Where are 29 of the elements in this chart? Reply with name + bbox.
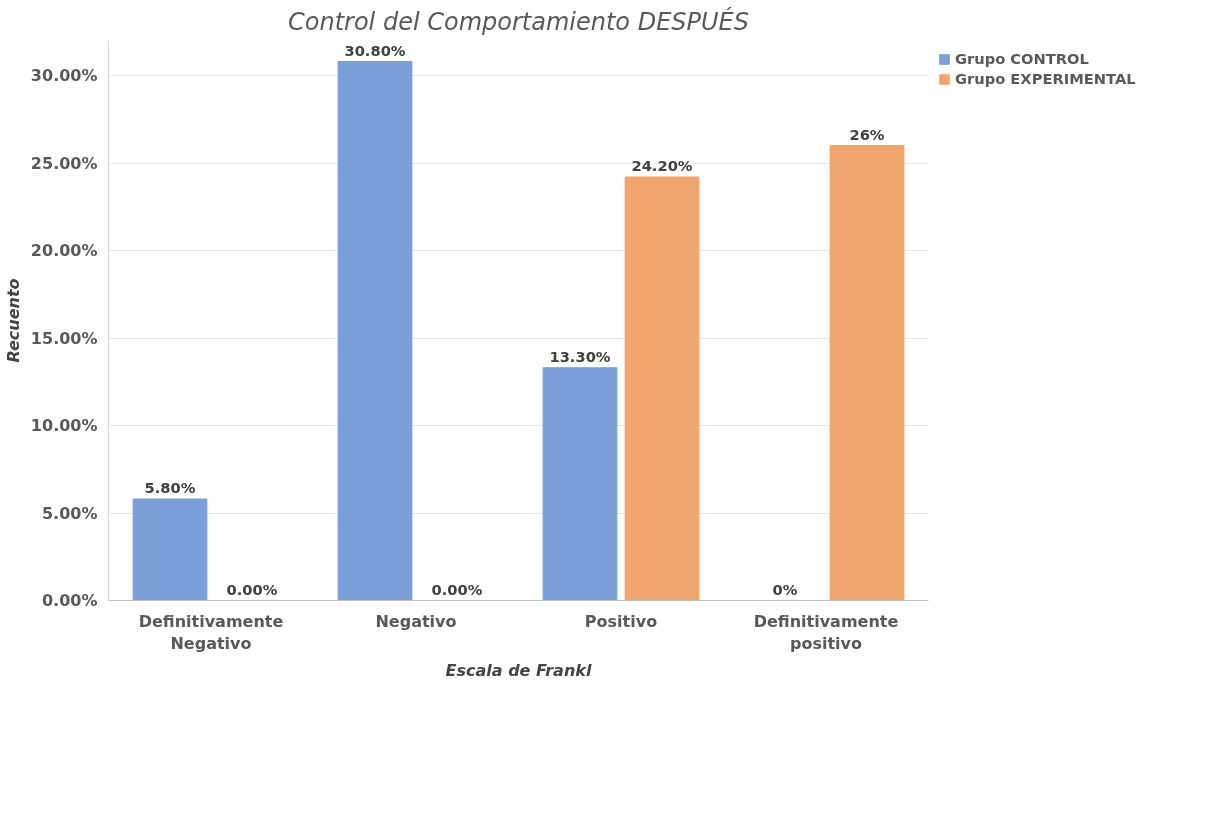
data-label: 0.00% xyxy=(431,580,483,598)
data-label: 0.00% xyxy=(226,580,278,598)
data-label: 26% xyxy=(849,125,885,143)
y-tick-label: 30.00% xyxy=(30,66,98,85)
y-tick-label: 15.00% xyxy=(30,328,98,348)
y-tick-label: 10.00% xyxy=(30,416,98,435)
x-tick-label: Definitivamente positivo xyxy=(753,611,899,654)
data-label: 13.30% xyxy=(549,347,611,365)
x-tick-label: Negativo xyxy=(375,611,457,631)
data-label: 24.20% xyxy=(631,157,693,174)
y-tick-label: 25.00% xyxy=(30,153,98,173)
y-tick-label: 0.00% xyxy=(41,591,98,610)
y-tick-label: 20.00% xyxy=(30,241,98,260)
legend-label: Grupo EXPERIMENTAL xyxy=(955,70,1136,87)
legend-label: Grupo CONTROL xyxy=(955,50,1089,67)
y-tick-label: 5.00% xyxy=(41,503,98,523)
x-axis-title: Escala de Frankl xyxy=(445,661,592,681)
data-label: 5.80% xyxy=(144,479,196,496)
bar xyxy=(624,176,700,601)
bar xyxy=(132,498,208,601)
chart-title: Control del Comportamiento DESPUÉS xyxy=(288,6,749,36)
bar xyxy=(337,61,413,601)
bar xyxy=(829,145,905,601)
x-tick-label: Definitivamente Negativo xyxy=(138,611,284,654)
data-label: 30.80% xyxy=(344,41,406,59)
bar xyxy=(542,367,618,601)
data-label: 0% xyxy=(772,580,798,598)
y-axis-title: Recuento xyxy=(3,278,23,363)
x-tick-label: Positivo xyxy=(584,611,658,631)
